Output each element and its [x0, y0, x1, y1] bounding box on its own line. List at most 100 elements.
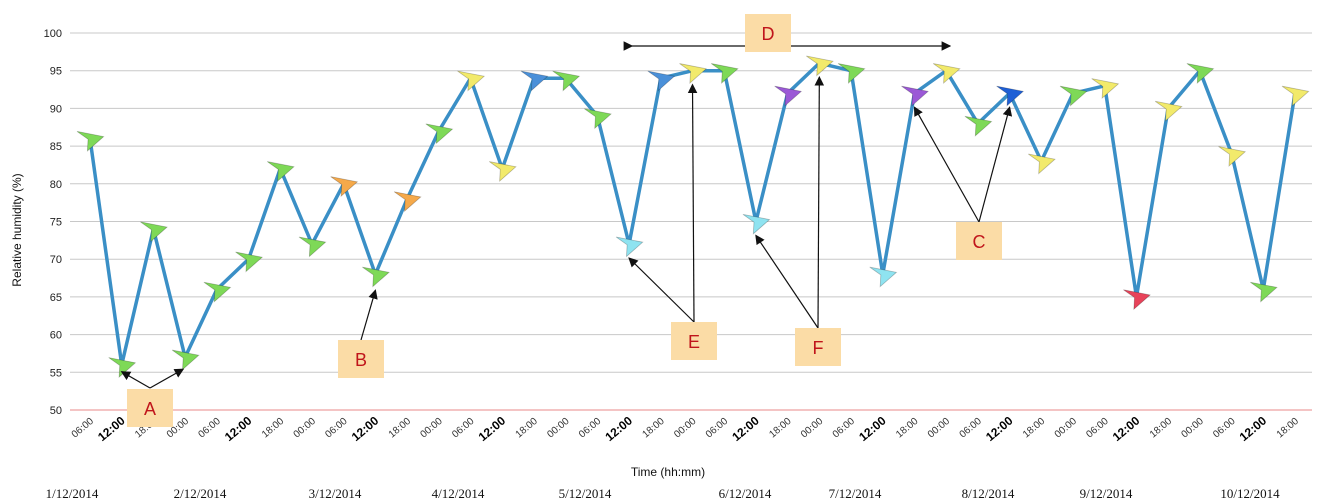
- date-label: 2/12/2014: [174, 486, 227, 501]
- gridlines: [70, 32, 1312, 411]
- data-marker: [710, 63, 739, 84]
- data-marker: [108, 357, 137, 379]
- data-marker: [1250, 281, 1278, 303]
- x-tick-label: 18:00: [1275, 416, 1302, 441]
- date-label: 4/12/2014: [432, 486, 485, 501]
- x-tick-label: 12:00: [1110, 413, 1143, 444]
- x-tick-label: 18:00: [1148, 416, 1175, 441]
- data-marker: [76, 131, 105, 152]
- x-tick-label: 06:00: [450, 416, 477, 441]
- x-tick-label: 06:00: [577, 416, 604, 441]
- data-marker: [267, 161, 295, 183]
- data-marker: [520, 70, 549, 92]
- x-tick-label: 18:00: [260, 416, 287, 441]
- x-tick-label: 12:00: [1237, 413, 1270, 444]
- data-marker: [806, 55, 834, 77]
- data-marker: [679, 63, 708, 84]
- x-tick-label: 00:00: [926, 416, 953, 441]
- data-marker: [1028, 153, 1056, 175]
- data-marker: [1123, 289, 1151, 311]
- y-tick-label: 65: [50, 292, 62, 304]
- y-tick-label: 100: [44, 28, 62, 40]
- annotation-box: [795, 328, 841, 366]
- annotation-box: [127, 389, 173, 427]
- data-marker: [235, 251, 264, 273]
- data-marker: [1091, 78, 1120, 100]
- data-marker: [615, 236, 644, 258]
- y-tick-label: 60: [50, 330, 62, 342]
- x-tick-label: 06:00: [958, 416, 985, 441]
- x-tick-label: 12:00: [856, 413, 889, 444]
- x-tick-label: 06:00: [1084, 416, 1111, 441]
- y-tick-label: 50: [50, 405, 62, 417]
- data-marker: [457, 70, 486, 92]
- x-axis-title: Time (hh:mm): [631, 465, 705, 479]
- data-marker: [298, 236, 327, 258]
- annotation-arrow: [120, 371, 151, 389]
- date-label: 10/12/2014: [1220, 486, 1280, 501]
- data-marker: [1218, 146, 1247, 167]
- annotation-arrow: [360, 289, 378, 341]
- date-label: 9/12/2014: [1080, 486, 1133, 501]
- data-marker: [869, 266, 898, 288]
- x-tick-label: 00:00: [292, 416, 319, 441]
- annotation-arrows: [120, 41, 1013, 389]
- data-marker: [837, 63, 866, 84]
- y-axis-title: Relative humidity (%): [10, 173, 24, 286]
- x-tick-label: 00:00: [418, 416, 445, 441]
- annotation-arrow: [978, 106, 1013, 223]
- annotation-box: [956, 222, 1002, 260]
- annotation-arrow: [913, 106, 980, 223]
- x-tick-label: 06:00: [704, 416, 731, 441]
- x-tick-label: 06:00: [70, 416, 97, 441]
- data-marker: [171, 349, 200, 371]
- annotation-arrow: [814, 75, 825, 329]
- x-tick-label: 06:00: [323, 416, 350, 441]
- data-marker: [742, 213, 771, 235]
- data-marker: [489, 161, 517, 183]
- annotation-arrow: [149, 368, 185, 389]
- data-marker: [584, 108, 612, 130]
- annotation-label: B: [355, 350, 367, 370]
- x-tick-label: 12:00: [349, 413, 382, 444]
- annotation-box: [745, 14, 791, 52]
- x-tick-label: 00:00: [1180, 416, 1207, 441]
- x-axis-ticks: 06:00 12:00 18:00 00:00 06:00 12:00 18:00 00:00…: [70, 413, 1302, 444]
- x-tick-label: 06:00: [831, 416, 858, 441]
- annotation-label: E: [688, 332, 700, 352]
- annotation-label: C: [973, 232, 986, 252]
- annotation-label: A: [144, 399, 156, 419]
- y-axis-ticks: 50 55 60 65 70 75 80 85 90 95 100: [44, 28, 62, 417]
- annotation-label: F: [813, 338, 824, 358]
- data-marker: [552, 70, 581, 92]
- y-tick-label: 70: [50, 254, 62, 266]
- y-tick-label: 80: [50, 179, 62, 191]
- x-tick-label: 12:00: [476, 413, 509, 444]
- data-marker: [1281, 85, 1310, 107]
- data-marker: [964, 115, 993, 137]
- data-marker: [1059, 85, 1088, 107]
- y-tick-label: 55: [50, 367, 62, 379]
- date-label: 1/12/2014: [46, 486, 99, 501]
- annotation-label: D: [762, 24, 775, 44]
- y-tick-label: 95: [50, 66, 62, 78]
- y-tick-label: 75: [50, 217, 62, 229]
- x-tick-label: 12:00: [602, 413, 635, 444]
- date-label: 3/12/2014: [309, 486, 362, 501]
- date-labels: 1/12/2014 2/12/2014 3/12/2014 4/12/2014 5/12…: [46, 486, 1280, 501]
- x-tick-label: 06:00: [197, 416, 224, 441]
- x-tick-label: 18:00: [514, 416, 541, 441]
- data-marker: [996, 85, 1025, 107]
- x-tick-label: 18:00: [640, 416, 667, 441]
- annotation-arrow: [628, 257, 695, 323]
- data-marker: [140, 221, 168, 243]
- x-tick-label: 18:00: [387, 416, 414, 441]
- x-tick-label: 00:00: [1053, 416, 1080, 441]
- annotation-arrow: [687, 83, 698, 323]
- date-label: 7/12/2014: [829, 486, 882, 501]
- data-marker: [1154, 100, 1183, 122]
- x-tick-label: 00:00: [672, 416, 699, 441]
- data-marker: [1186, 63, 1215, 84]
- data-marker: [774, 85, 803, 107]
